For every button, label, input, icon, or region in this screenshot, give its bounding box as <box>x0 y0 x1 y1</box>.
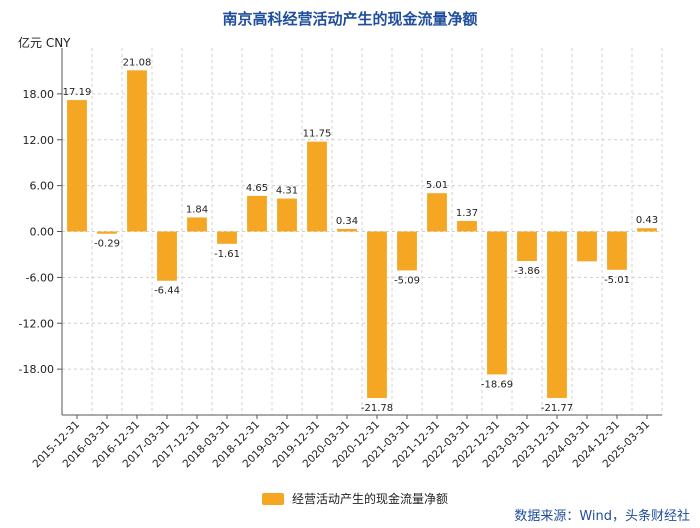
legend[interactable]: 经营活动产生的现金流量净额 <box>262 490 448 507</box>
data-labels: 17.19 -0.29 21.08 -6.44 1.84 -1.61 4.65 4.31 11.… <box>63 57 658 414</box>
y-tick-label: -12.00 <box>19 317 54 330</box>
bar <box>97 231 117 234</box>
data-label: -0.29 <box>94 239 120 250</box>
data-label: 4.31 <box>276 186 298 197</box>
bar <box>547 231 567 398</box>
bars <box>67 70 657 399</box>
bar <box>67 100 87 232</box>
data-label: -21.77 <box>541 403 573 414</box>
data-label: 4.65 <box>246 183 268 194</box>
bar <box>277 198 297 232</box>
y-tick-label: -6.00 <box>26 271 54 284</box>
data-label: 0.34 <box>336 216 358 227</box>
y-tick-label: 18.00 <box>23 88 55 101</box>
bar-chart: 18.0012.006.000.00-6.00-12.00-18.002015-… <box>19 48 663 470</box>
bar <box>517 231 537 262</box>
y-tick-label: 6.00 <box>30 180 55 193</box>
data-label: -6.44 <box>154 286 180 297</box>
data-label: -5.01 <box>604 275 630 286</box>
gridlines <box>61 48 663 415</box>
bar <box>337 228 357 232</box>
bar <box>637 228 657 232</box>
chart-title: 南京高科经营活动产生的现金流量净额 <box>222 10 478 28</box>
data-label: -18.69 <box>481 379 513 390</box>
bar <box>457 221 477 232</box>
bar <box>367 231 387 399</box>
y-tick-label: 0.00 <box>30 226 55 239</box>
data-label: 1.84 <box>186 204 208 215</box>
bar <box>127 70 147 232</box>
source-note: 数据来源：Wind，头条财经社 <box>514 509 690 524</box>
data-label: -5.09 <box>394 275 420 286</box>
data-label: 5.01 <box>426 180 448 191</box>
bar <box>217 231 237 244</box>
data-label: 1.37 <box>456 208 478 219</box>
bar <box>187 217 207 232</box>
data-label: 17.19 <box>63 87 92 98</box>
data-label: -1.61 <box>214 249 240 260</box>
data-label: -21.78 <box>361 403 393 414</box>
data-label: 0.43 <box>636 215 658 226</box>
bar <box>247 195 267 232</box>
y-tick-label: 12.00 <box>23 134 55 147</box>
data-label: 21.08 <box>123 57 152 68</box>
bar <box>427 193 447 232</box>
legend-swatch <box>262 492 284 505</box>
bar <box>157 231 177 281</box>
y-axis-unit-label: 亿元 CNY <box>18 36 71 50</box>
legend-label: 经营活动产生的现金流量净额 <box>292 492 449 506</box>
data-label: 11.75 <box>303 129 332 140</box>
y-tick-label: -18.00 <box>19 363 54 376</box>
data-label: -3.86 <box>514 266 540 277</box>
bar <box>307 141 327 232</box>
bar <box>577 231 597 262</box>
bar <box>487 231 507 375</box>
bar <box>397 231 417 271</box>
bar <box>607 231 627 270</box>
